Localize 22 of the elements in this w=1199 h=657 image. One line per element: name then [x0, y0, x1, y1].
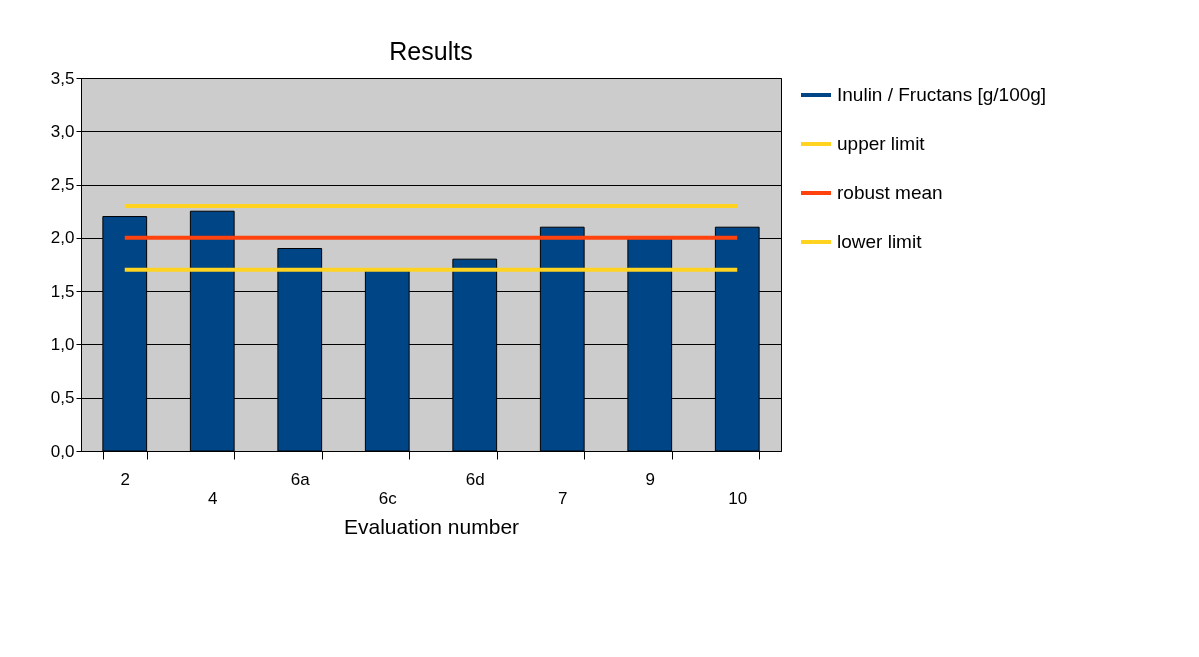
- x-tick-label: 6d: [465, 469, 485, 489]
- legend-label: upper limit: [837, 133, 926, 154]
- legend-label: robust mean: [837, 182, 943, 203]
- y-tick-label: 2,5: [50, 175, 75, 195]
- y-tick-label: 2,0: [50, 228, 75, 248]
- legend-label: lower limit: [837, 231, 923, 252]
- y-tick-label: 3,5: [50, 68, 75, 88]
- y-tick-label: 0,0: [50, 441, 75, 461]
- x-tick-label: 6a: [290, 469, 311, 489]
- x-tick-label: 7: [558, 488, 568, 508]
- legend-label: Inulin / Fructans [g/100g]: [837, 84, 1047, 105]
- y-tick-label: 1,5: [50, 281, 75, 301]
- y-tick-label: 0,5: [50, 388, 75, 408]
- y-tick-label: 3,0: [50, 121, 75, 141]
- x-tick-label: 6c: [378, 488, 398, 508]
- chart-title: Results: [389, 37, 473, 65]
- x-tick-label: 10: [728, 488, 748, 508]
- x-axis-title: Evaluation number: [343, 514, 520, 538]
- y-tick-label: 1,0: [50, 334, 75, 354]
- x-tick-label: 2: [120, 469, 130, 489]
- x-tick-label: 9: [645, 469, 655, 489]
- x-tick-label: 4: [208, 488, 218, 508]
